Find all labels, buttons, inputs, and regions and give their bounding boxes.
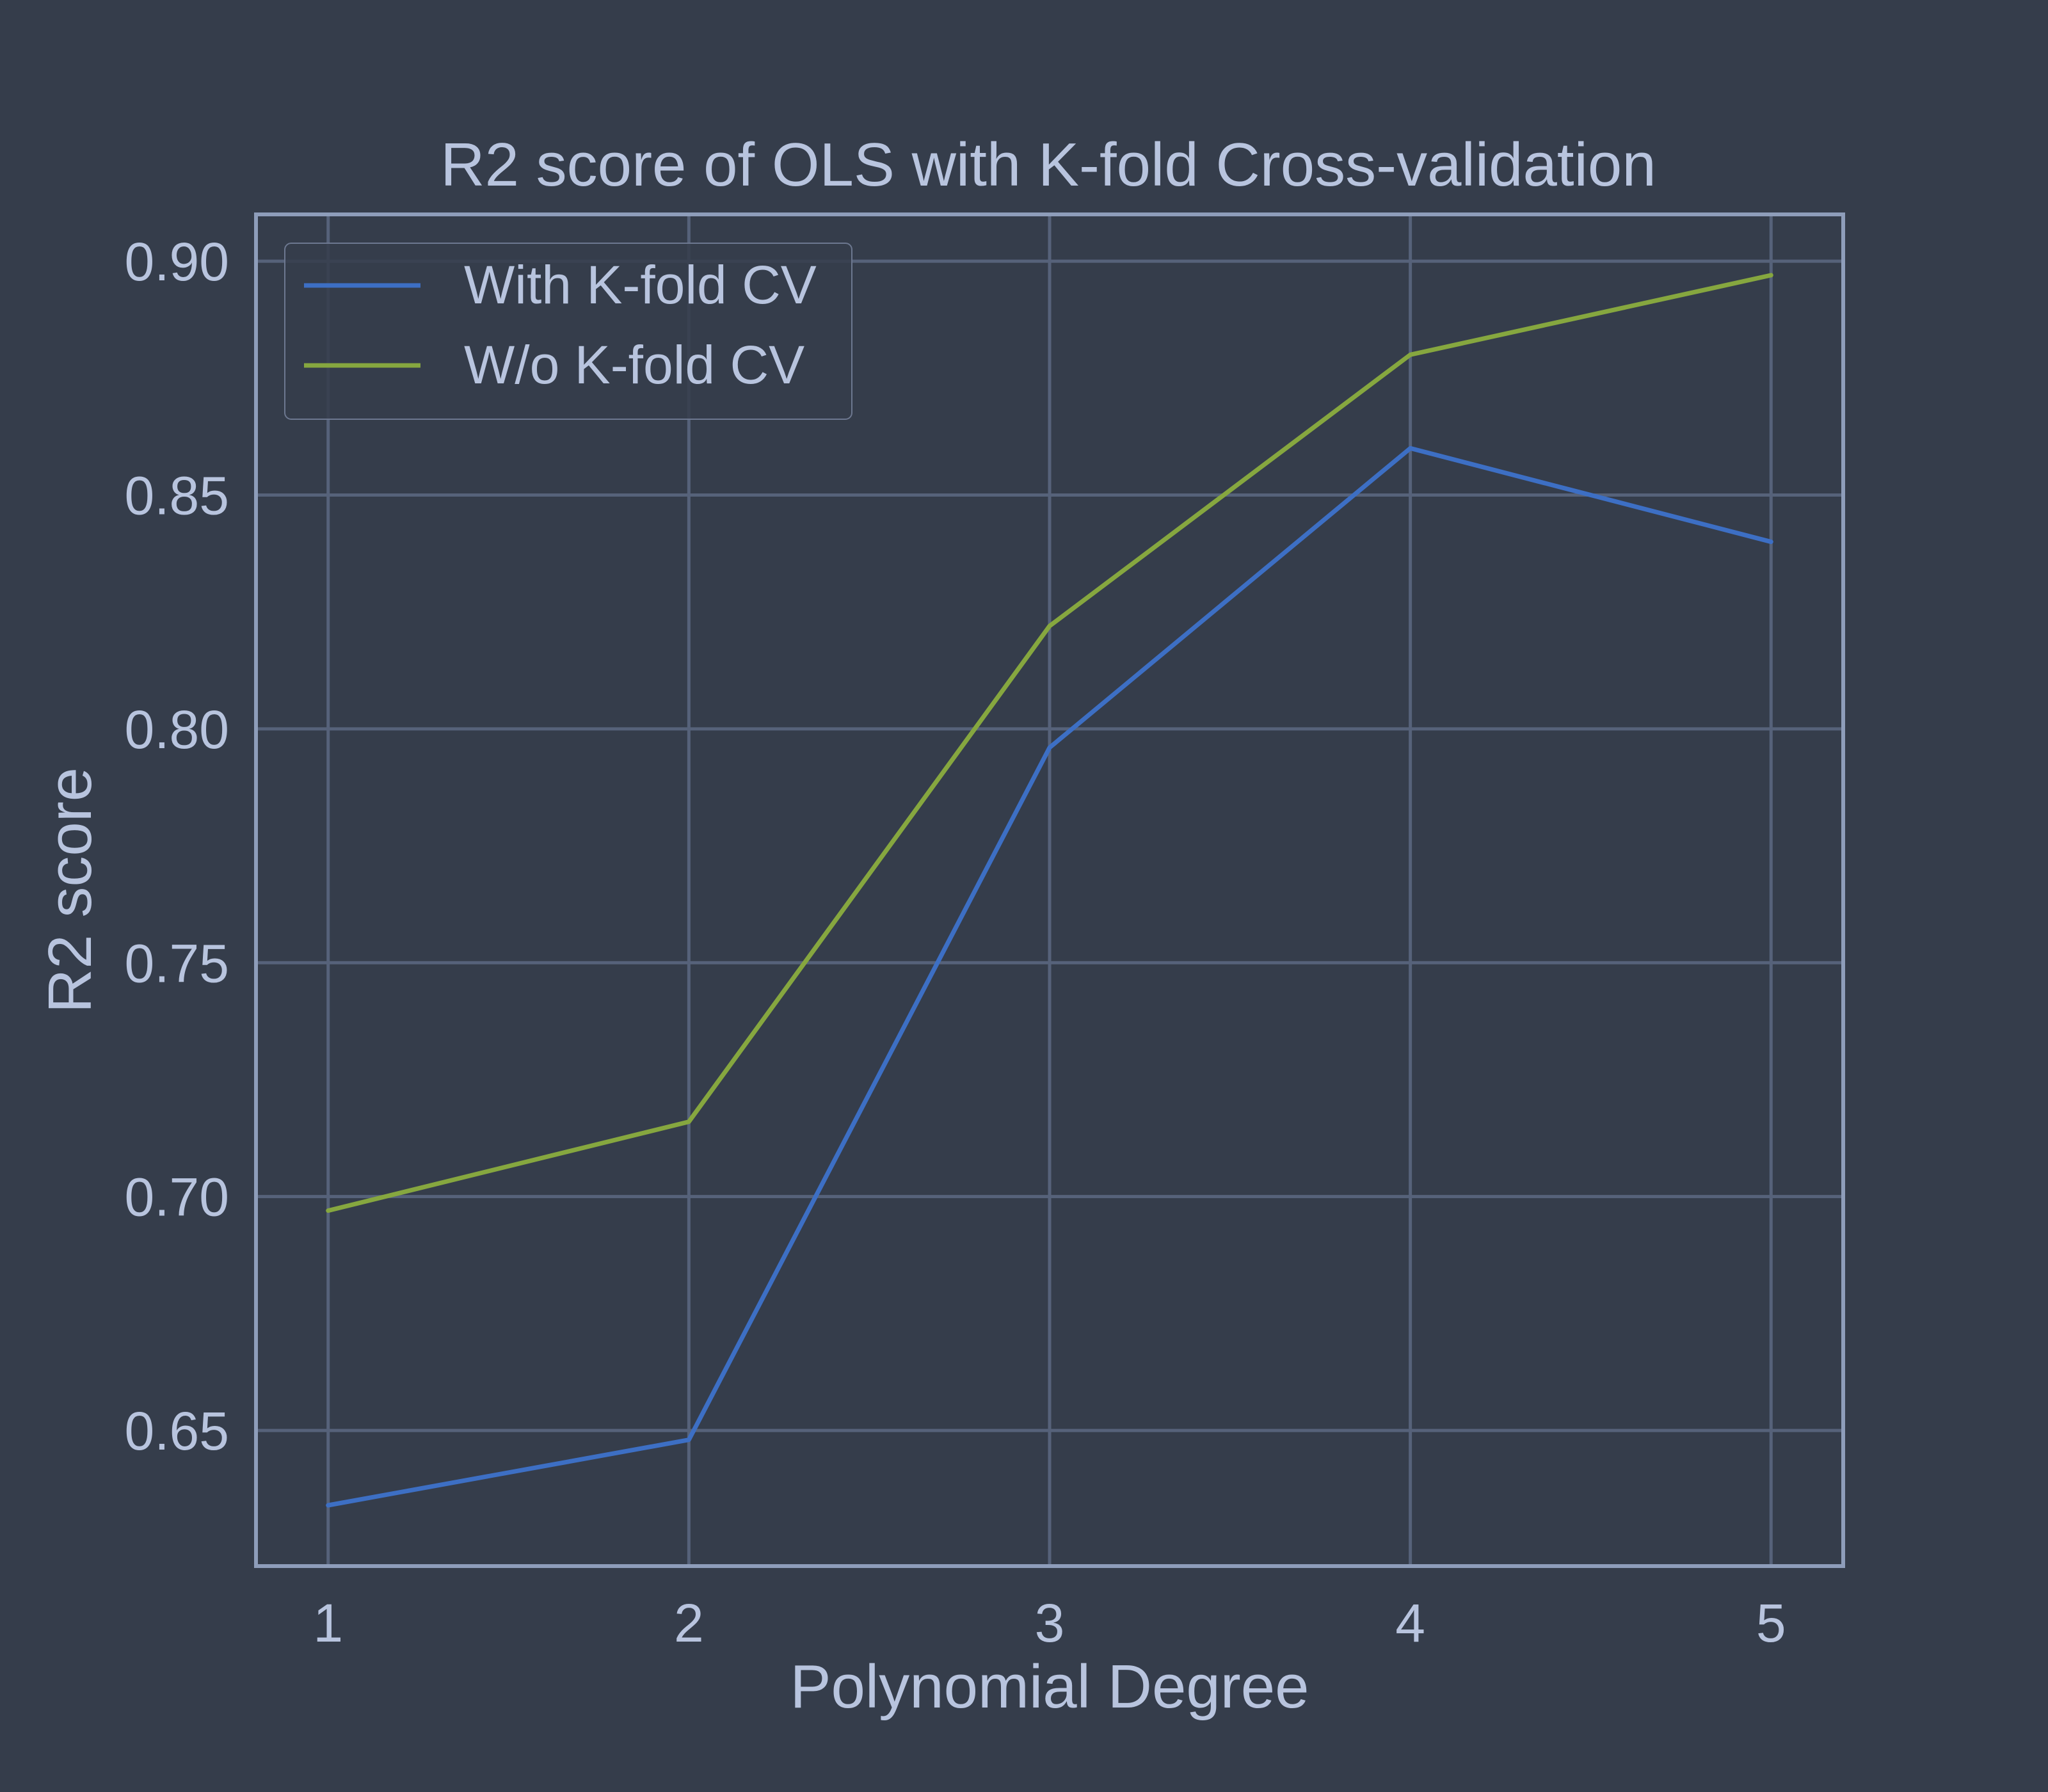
legend: With K-fold CV W/o K-fold CV bbox=[284, 243, 852, 420]
data-point bbox=[1048, 746, 1052, 750]
x-tick-label: 1 bbox=[313, 1593, 343, 1653]
x-tick-label: 2 bbox=[674, 1593, 704, 1653]
chart-title: R2 score of OLS with K-fold Cross-valida… bbox=[440, 131, 1656, 199]
y-axis-label: R2 score bbox=[36, 767, 104, 1013]
data-point bbox=[326, 1208, 330, 1213]
y-tick-label: 0.70 bbox=[125, 1167, 230, 1228]
legend-label-without-kfold: W/o K-fold CV bbox=[464, 335, 804, 395]
y-tick-label: 0.85 bbox=[125, 465, 230, 525]
x-tick-label: 4 bbox=[1395, 1593, 1425, 1653]
y-axis-ticks: 0.65 0.70 0.75 0.80 0.85 0.90 bbox=[125, 232, 230, 1461]
y-tick-label: 0.75 bbox=[125, 933, 230, 993]
y-tick-label: 0.90 bbox=[125, 232, 230, 292]
data-point bbox=[1769, 540, 1773, 544]
data-point bbox=[687, 1119, 691, 1124]
x-tick-label: 3 bbox=[1035, 1593, 1065, 1653]
legend-label-with-kfold: With K-fold CV bbox=[464, 255, 817, 315]
plot-lines bbox=[326, 273, 1773, 1508]
y-tick-label: 0.65 bbox=[125, 1401, 230, 1461]
x-tick-label: 5 bbox=[1756, 1593, 1786, 1653]
data-point bbox=[1408, 353, 1412, 357]
data-point bbox=[687, 1437, 691, 1442]
data-point bbox=[1048, 624, 1052, 628]
x-axis-label: Polynomial Degree bbox=[790, 1652, 1309, 1721]
data-point bbox=[1408, 446, 1412, 451]
y-tick-label: 0.80 bbox=[125, 700, 230, 760]
x-axis-ticks: 1 2 3 4 5 bbox=[313, 1593, 1786, 1653]
axes-frame bbox=[254, 212, 1845, 1568]
data-point bbox=[326, 1503, 330, 1507]
data-point bbox=[1769, 273, 1773, 278]
legend-box bbox=[284, 243, 852, 420]
